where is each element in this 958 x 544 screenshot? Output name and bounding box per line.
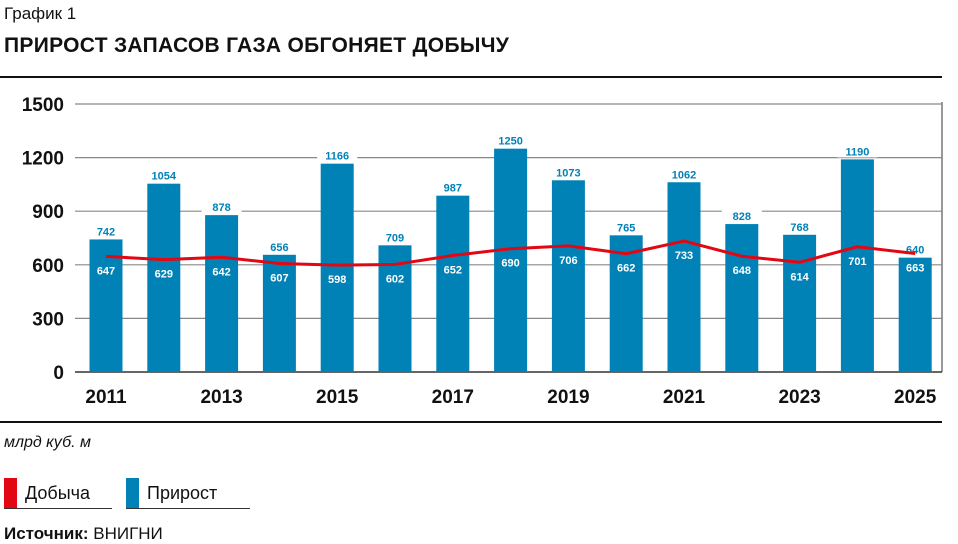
y-tick-label: 900 [32,202,64,223]
x-tick-label: 2019 [547,387,589,408]
production-line [105,239,916,267]
bar [725,224,759,372]
bar-value-label: 1062 [672,169,696,181]
line-value-label: 706 [559,255,577,267]
bar-label-bg [259,240,300,253]
y-tick-label: 300 [32,309,64,330]
bar-label-bg [432,181,473,194]
line-value-label: 647 [97,265,115,277]
bar-value-label: 656 [270,242,288,254]
bar [205,215,239,372]
bar-label-bg [721,210,762,223]
legend-item-production: Добыча [4,478,112,509]
line-value-label: 629 [155,269,173,281]
line-value-label: 690 [501,258,519,270]
bar [262,254,296,372]
y-tick-label: 1200 [22,149,64,170]
bar-value-label: 1166 [325,151,349,163]
bar-label-bg [375,231,415,244]
line-value-label: 607 [270,273,288,285]
x-tick-label: 2015 [316,387,359,408]
bar-label-bg [779,220,820,233]
line-value-label: 648 [733,265,751,277]
bar-value-label: 742 [97,226,115,238]
bar [378,245,412,372]
bar-label-bg [86,225,126,238]
bar-label-bg [664,168,704,181]
bar [436,195,470,372]
x-tick-label: 2025 [894,387,937,408]
line-value-label: 733 [675,250,693,262]
bar-value-label: 1054 [152,171,177,183]
bar [89,239,123,372]
source-value: ВНИГНИ [93,524,163,543]
x-tick-label: 2011 [85,387,127,408]
bar-label-bg [317,149,358,162]
bar-label-bg [490,134,531,147]
bar [898,257,932,372]
bar-value-label: 1190 [845,146,869,158]
line-value-label: 614 [790,271,809,283]
bar-label-bg [606,221,647,234]
line-value-label: 663 [906,263,924,275]
x-tick-label: 2017 [432,387,474,408]
x-tick-label: 2021 [663,387,706,408]
line-value-label: 642 [212,266,230,278]
legend-label: Прирост [147,482,218,503]
bottom-rule [0,421,942,423]
bar-value-label: 828 [733,211,751,223]
bar-value-label: 1073 [556,167,580,179]
bar [147,183,181,372]
source-note: Источник: ВНИГНИ [4,524,163,544]
bar [783,234,817,372]
y-tick-label: 0 [53,363,64,384]
line-value-label: 598 [328,274,346,286]
bar [840,159,874,372]
bar-value-label: 1250 [498,136,522,148]
bar [551,180,585,372]
legend-swatch-red [4,478,17,508]
y-tick-label: 600 [32,256,64,277]
bar-label-bg [548,166,589,179]
line-value-label: 652 [444,265,462,277]
bar-value-label: 640 [906,245,924,257]
legend-swatch-blue [126,478,139,508]
bar-label-bg [201,201,242,214]
legend-label: Добыча [25,482,91,503]
bar-value-label: 878 [212,202,230,214]
line-value-label: 701 [848,256,866,268]
bar-value-label: 765 [617,222,635,234]
line-value-label: 602 [386,273,404,285]
bar [667,182,701,372]
chart-title: ПРИРОСТ ЗАПАСОВ ГАЗА ОБГОНЯЕТ ДОБЫЧУ [4,34,510,57]
bar-value-label: 768 [790,222,808,234]
bar-value-label: 709 [386,232,404,244]
source-label: Источник: [4,524,89,543]
legend-item-growth: Прирост [126,478,250,509]
bar-value-label: 987 [444,183,462,195]
x-tick-label: 2013 [200,387,242,408]
unit-label: млрд куб. м [4,434,91,451]
bar [609,235,643,372]
x-tick-label: 2023 [778,387,820,408]
top-rule [0,76,942,78]
bar [494,148,528,372]
y-tick-label: 1500 [22,95,64,116]
chart-subtitle: График 1 [4,4,77,23]
bar [320,163,354,372]
bar-label-bg [837,145,878,158]
bar-label-bg [143,169,184,182]
line-value-label: 662 [617,263,635,275]
